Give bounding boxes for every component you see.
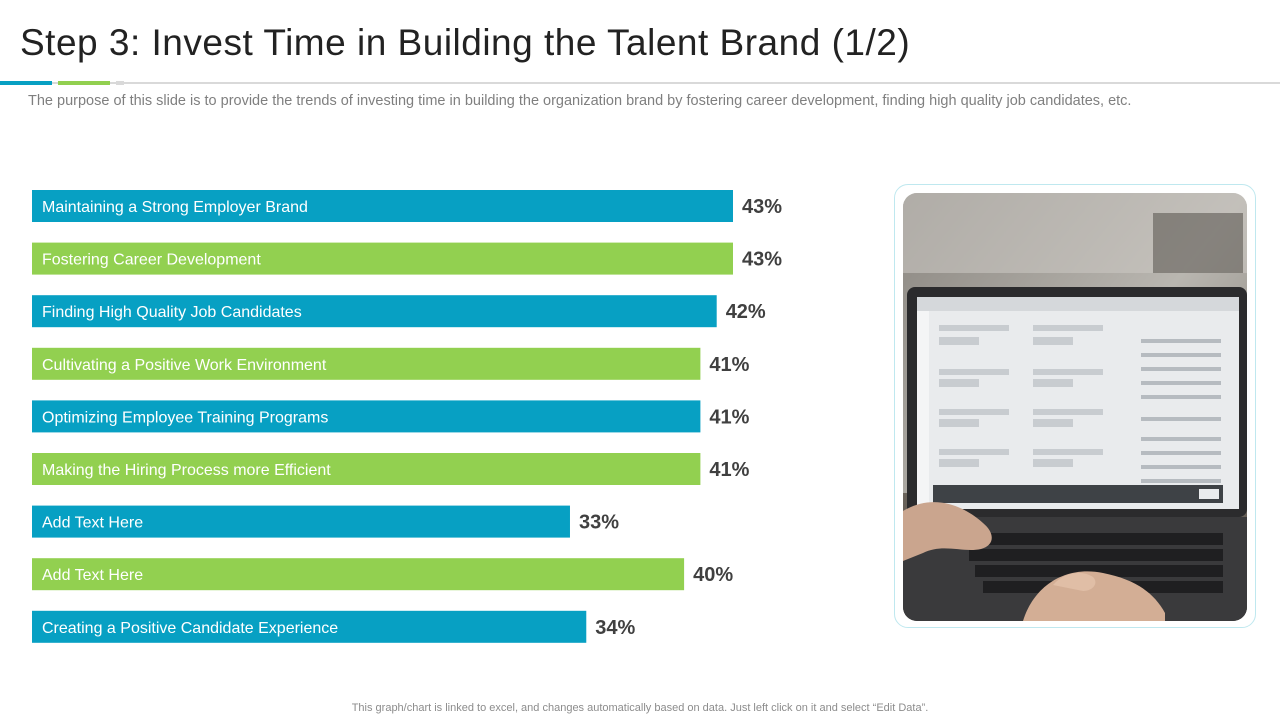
bar-label-3: Finding High Quality Job Candidates (42, 304, 302, 321)
value-label-2: 43% (742, 249, 782, 271)
value-label-4: 41% (709, 354, 749, 376)
bar-label-4: Cultivating a Positive Work Environment (42, 357, 327, 374)
slide-subtitle: The purpose of this slide is to provide … (28, 93, 1132, 109)
bar-label-5: Optimizing Employee Training Programs (42, 409, 328, 426)
value-label-6: 41% (709, 459, 749, 481)
bar-label-8: Add Text Here (42, 567, 143, 584)
bar-label-6: Making the Hiring Process more Efficient (42, 462, 331, 479)
bar-3[interactable] (32, 295, 717, 328)
laptop-illustration (903, 193, 1247, 621)
slide-title: Step 3: Invest Time in Building the Tale… (20, 22, 911, 63)
title-accent-blue (0, 81, 52, 85)
value-label-9: 34% (595, 617, 635, 639)
title-accent-gray (116, 81, 124, 85)
bar-1[interactable] (32, 190, 733, 222)
bar-label-7: Add Text Here (42, 515, 143, 532)
bar-label-1: Maintaining a Strong Employer Brand (42, 199, 308, 216)
bar-2[interactable] (32, 242, 733, 275)
bar-label-9: Creating a Positive Candidate Experience (42, 620, 338, 637)
chart-footnote: This graph/chart is linked to excel, and… (351, 702, 929, 714)
value-label-8: 40% (693, 564, 733, 586)
bar-chart[interactable]: Maintaining a Strong Employer Brand 43% Fo… (0, 180, 860, 660)
bar-8[interactable] (32, 558, 685, 591)
value-label-1: 43% (742, 196, 782, 218)
bar-6[interactable] (32, 453, 701, 485)
photo-frame (894, 184, 1256, 628)
value-label-3: 42% (726, 301, 766, 323)
bar-9[interactable] (32, 610, 587, 643)
value-label-5: 41% (709, 406, 749, 428)
bar-7[interactable] (32, 505, 570, 538)
bar-5[interactable] (32, 400, 701, 433)
bar-label-2: Fostering Career Development (42, 252, 261, 269)
laptop-photo (903, 193, 1247, 621)
value-label-7: 33% (579, 512, 619, 534)
title-divider (0, 82, 1280, 84)
bar-4[interactable] (32, 347, 701, 380)
title-accent-green (58, 81, 110, 85)
